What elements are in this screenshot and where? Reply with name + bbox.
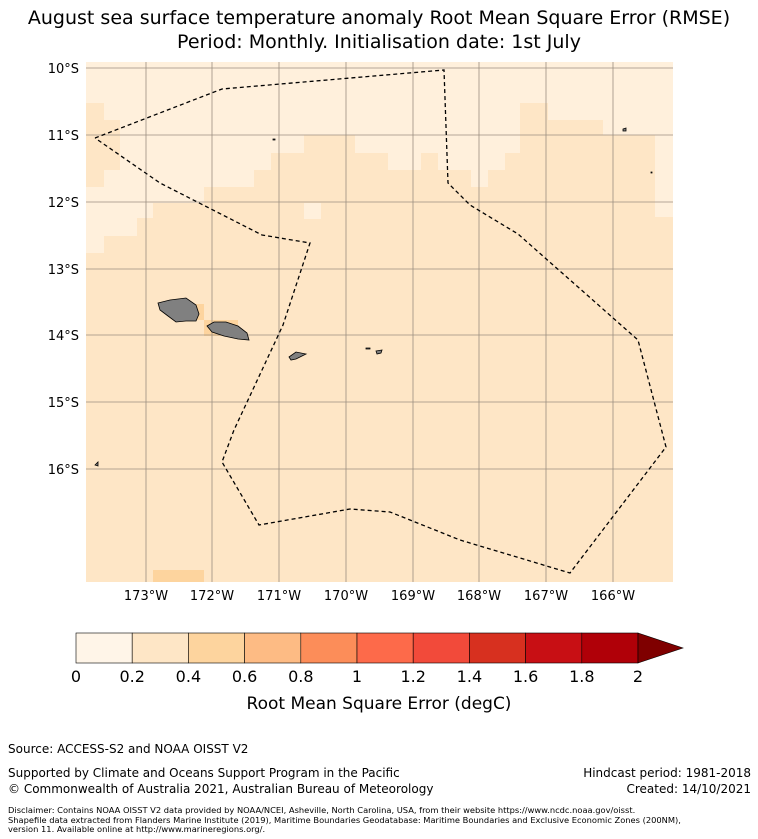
colorbar-tick-label: 0.6 [232, 667, 257, 686]
colorbar-tick-label: 0.2 [119, 667, 144, 686]
colorbar-tick-label: 2 [633, 667, 643, 686]
lat-tick-label: 16°S [48, 463, 79, 478]
colorbar-extend-arrow [637, 632, 684, 664]
colorbar-tick-label: 1.2 [400, 667, 425, 686]
colorbar-tick-label: 1.4 [457, 667, 482, 686]
savaii-island [157, 297, 200, 323]
colorbar-cell [412, 632, 470, 664]
disclaimer-line: version 11. Available online at http://w… [8, 824, 266, 834]
colorbar-cell [356, 632, 414, 664]
colorbar-cell [300, 632, 358, 664]
disclaimer-line: Shapefile data extracted from Flanders M… [8, 814, 681, 825]
lat-tick-labels: 10°S 11°S 12°S 13°S 14°S 15°S 16°S [48, 62, 79, 478]
colorbar-cell [188, 632, 245, 664]
colorbar-tick-label: 1.8 [569, 667, 594, 686]
rmse-field [86, 62, 673, 582]
lon-tick-label: 173°W [124, 589, 168, 604]
colorbar-tick-label: 1 [352, 667, 362, 686]
colorbar-cell [525, 632, 583, 664]
field-region-high-south [153, 570, 204, 582]
colorbar: 0 0.2 0.4 0.6 0.8 1 1.2 1.4 1.6 1.8 2 Root Mean Sq… [71, 632, 684, 714]
lon-tick-label: 167°W [524, 589, 568, 604]
colorbar-tick-label: 0.8 [288, 667, 313, 686]
lon-tick-labels: 173°W 172°W 171°W 170°W 169°W 168°W 167°… [124, 589, 635, 604]
field-region-low-north [86, 62, 673, 253]
copyright-note: © Commonwealth of Australia 2021, Austra… [8, 782, 434, 796]
field-region-low-edge [655, 147, 673, 217]
ofu-island [375, 349, 383, 355]
colorbar-ticks: 0 0.2 0.4 0.6 0.8 1 1.2 1.4 1.6 1.8 2 [71, 667, 643, 686]
lat-tick-label: 11°S [48, 129, 79, 144]
lat-tick-label: 14°S [48, 329, 79, 344]
upolu-island [206, 321, 250, 341]
chart-subtitle: Period: Monthly. Initialisation date: 1s… [177, 31, 581, 53]
lat-tick-label: 13°S [48, 263, 79, 278]
support-note: Supported by Climate and Oceans Support … [8, 766, 400, 780]
islet-east [650, 171, 653, 174]
lat-tick-label: 12°S [48, 196, 79, 211]
colorbar-tick-label: 0.4 [176, 667, 201, 686]
colorbar-cell [75, 632, 133, 664]
disclaimer: Disclaimer: Contains NOAA OISST V2 data … [8, 805, 756, 835]
colorbar-cell [469, 632, 526, 664]
colorbar-cells [75, 632, 639, 664]
hindcast-period: Hindcast period: 1981-2018 [583, 766, 751, 780]
lon-tick-label: 169°W [391, 589, 435, 604]
colorbar-tick-label: 1.6 [513, 667, 538, 686]
disclaimer-line: Disclaimer: Contains NOAA OISST V2 data … [8, 805, 636, 815]
lon-tick-label: 171°W [257, 589, 301, 604]
chart-title: August sea surface temperature anomaly R… [27, 7, 731, 29]
map-gridlines [86, 62, 673, 582]
lon-tick-label: 170°W [324, 589, 368, 604]
lon-tick-label: 172°W [190, 589, 234, 604]
field-region-low-small [304, 203, 321, 219]
aunuu-islet [365, 347, 371, 350]
colorbar-tick-label: 0 [71, 667, 81, 686]
lon-tick-label: 168°W [457, 589, 501, 604]
tutuila-island [288, 351, 308, 361]
islet-west [94, 461, 99, 467]
lon-tick-label: 166°W [591, 589, 635, 604]
colorbar-label: Root Mean Square Error (degC) [247, 694, 512, 714]
colorbar-cell [581, 632, 639, 664]
swains-island [272, 138, 276, 141]
eez-samoa-line [94, 69, 667, 574]
eez-boundary [94, 69, 667, 574]
colorbar-cell [244, 632, 302, 664]
created-date: Created: 14/10/2021 [626, 782, 751, 796]
source-note: Source: ACCESS-S2 and NOAA OISST V2 [8, 742, 249, 756]
land-masses [94, 127, 653, 467]
colorbar-cell [131, 632, 189, 664]
lat-tick-label: 10°S [48, 62, 79, 77]
lat-tick-label: 15°S [48, 396, 79, 411]
rose-atoll [622, 127, 627, 132]
